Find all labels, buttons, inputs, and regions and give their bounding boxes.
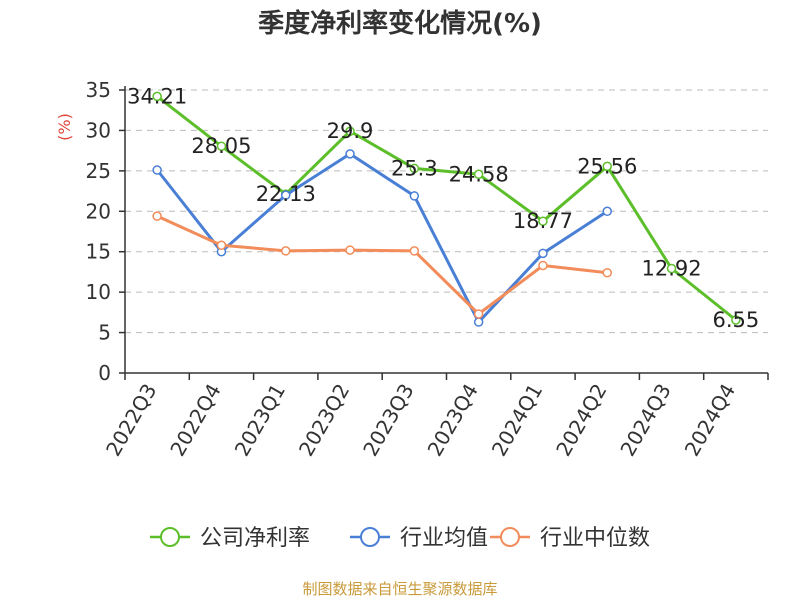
data-point — [345, 245, 355, 255]
data-point — [409, 246, 420, 256]
data-point — [152, 211, 162, 221]
data-label: 6.55 — [712, 308, 759, 332]
series-0 — [152, 91, 741, 325]
y-tick-label: 15 — [86, 240, 111, 264]
x-tick-label: 2023Q1 — [230, 380, 290, 461]
legend-marker — [500, 527, 520, 547]
y-axis-unit: (%) — [55, 113, 74, 141]
x-tick-label: 2022Q4 — [165, 380, 225, 461]
x-tick-label: 2023Q2 — [294, 380, 354, 461]
series-2 — [152, 211, 612, 319]
data-point — [731, 315, 741, 325]
legend-label: 公司净利率 — [200, 526, 310, 551]
data-point — [473, 169, 484, 180]
series-lines — [152, 91, 741, 327]
data-source-note: 制图数据来自恒生聚源数据库 — [302, 580, 497, 598]
data-point — [281, 190, 291, 200]
x-tick-label: 2022Q3 — [101, 380, 161, 461]
x-tick-label: 2024Q4 — [680, 380, 740, 461]
y-tick-label: 25 — [86, 159, 111, 183]
data-point — [602, 267, 612, 278]
data-label: 24.58 — [449, 162, 509, 186]
series-line — [156, 95, 737, 322]
data-point — [473, 317, 484, 327]
data-label: 25.56 — [577, 154, 637, 178]
data-point — [602, 206, 612, 217]
legend-marker — [160, 527, 180, 547]
y-tick-label: 5 — [98, 321, 111, 345]
x-tick-label: 2023Q3 — [358, 380, 418, 461]
x-tick-label: 2024Q3 — [615, 380, 675, 461]
series-1 — [152, 149, 612, 327]
data-point — [602, 161, 612, 172]
data-point — [473, 309, 484, 319]
grid-lines — [125, 89, 768, 334]
data-label: 34.21 — [127, 84, 187, 108]
data-point — [345, 126, 355, 136]
legend: 公司净利率 行业均值 行业中位数 — [150, 526, 650, 551]
x-tick-label: 2023Q4 — [423, 380, 483, 461]
data-point — [666, 263, 677, 274]
data-label: 29.9 — [327, 119, 374, 143]
legend-item-0[interactable]: 公司净利率 — [150, 526, 310, 551]
data-label: 18.77 — [513, 209, 573, 233]
data-label: 28.05 — [191, 134, 251, 158]
chart-title: 季度净利率变化情况(%) — [258, 8, 542, 39]
data-label: 12.92 — [641, 257, 701, 281]
data-point — [152, 165, 162, 175]
data-point — [409, 191, 420, 201]
data-point — [216, 240, 227, 250]
data-point — [538, 216, 548, 226]
data-point — [538, 260, 548, 271]
data-point — [216, 141, 227, 151]
legend-marker — [360, 527, 380, 547]
data-point — [281, 246, 291, 256]
data-point — [538, 248, 548, 259]
y-tick-label: 20 — [86, 199, 111, 223]
series-line — [156, 214, 608, 316]
x-tick-label: 2024Q2 — [551, 380, 611, 461]
y-tick-label: 0 — [98, 361, 111, 385]
data-label: 22.13 — [256, 182, 316, 206]
data-point — [409, 163, 420, 174]
legend-item-1[interactable]: 行业均值 — [350, 526, 488, 551]
series-line — [156, 152, 609, 324]
legend-label: 行业中位数 — [540, 526, 650, 551]
y-tick-label: 35 — [86, 78, 111, 102]
y-tick-label: 10 — [86, 280, 111, 304]
legend-label: 行业均值 — [400, 526, 488, 551]
data-point — [152, 91, 162, 102]
data-point — [345, 149, 355, 159]
x-tick-label: 2024Q1 — [487, 380, 547, 461]
y-tick-label: 30 — [86, 118, 111, 142]
legend-item-2[interactable]: 行业中位数 — [490, 526, 650, 551]
data-label: 25.3 — [391, 156, 438, 180]
